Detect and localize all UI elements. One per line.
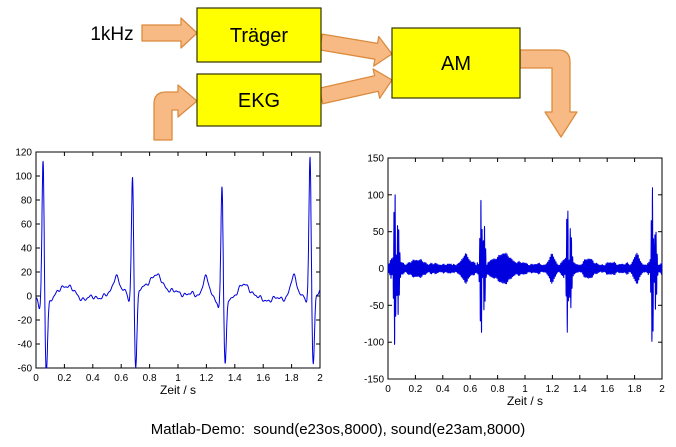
- y-tick-label: 50: [373, 227, 385, 238]
- x-tick-label: 0.4: [86, 373, 100, 384]
- y-tick-label: 80: [21, 196, 33, 207]
- ekg-block: [196, 73, 322, 127]
- ekg-label: EKG: [238, 90, 280, 112]
- y-tick-label: 40: [21, 244, 33, 255]
- input-frequency-label: 1kHz: [90, 24, 133, 45]
- x-tick-label: 1.2: [199, 373, 213, 384]
- ekg-chart: 0 0.2 0.4 0.6 0.8 1 1.2 1.4 1.6 1.8 2 -60 -40 -20 0 20 4…: [6, 146, 328, 404]
- axes-box: [35, 151, 321, 369]
- y-tick-label: -50: [370, 301, 385, 312]
- x-tick-label: 1.8: [285, 373, 299, 384]
- arrow-into-ekg: [153, 84, 198, 141]
- arrow-1khz-to-traeger: [141, 17, 198, 49]
- x-tick-label: 1.4: [228, 373, 242, 384]
- y-tick-label: -20: [18, 316, 33, 327]
- x-tick-label: 1: [175, 373, 181, 384]
- arrow-ekg-to-am: [318, 68, 393, 105]
- diagram-arrows: [141, 17, 578, 141]
- x-tick-label: 0.6: [463, 384, 477, 395]
- y-tick-label: 0: [378, 264, 384, 275]
- y-tick-label: 100: [15, 172, 32, 183]
- x-tick-label: 0.8: [143, 373, 157, 384]
- ekg-signal-line: [35, 156, 321, 369]
- x-axis-label: Zeit / s: [507, 394, 543, 408]
- y-tick-label: 120: [15, 148, 32, 159]
- x-tick-label: 0.8: [491, 384, 505, 395]
- y-tick-label: -40: [18, 340, 33, 351]
- caption: Matlab-Demo: sound(e23os,8000), sound(e2…: [150, 421, 526, 438]
- x-tick-label: 0.4: [436, 384, 450, 395]
- am-block: [391, 27, 521, 99]
- block-diagram: 1kHz Träger EKG AM: [90, 7, 578, 141]
- x-tick-label: 1.8: [628, 384, 642, 395]
- x-tick-label: 2: [317, 373, 323, 384]
- y-tick-label: 100: [367, 190, 384, 201]
- x-tick-label: 1.6: [256, 373, 270, 384]
- y-tick-label: -150: [364, 375, 384, 386]
- x-tick-label: 1.4: [573, 384, 587, 395]
- x-tick-label: 1: [522, 384, 528, 395]
- traeger-label: Träger: [230, 25, 289, 47]
- x-tick-label: 1.2: [545, 384, 559, 395]
- x-tick-label: 0.2: [57, 373, 71, 384]
- x-tick-label: 0.2: [408, 384, 422, 395]
- am-signal-line: [387, 187, 663, 345]
- arrow-traeger-to-am: [319, 33, 393, 67]
- y-tick-label: 0: [26, 292, 32, 303]
- traeger-block: [196, 7, 322, 63]
- x-tick-label: 0.6: [114, 373, 128, 384]
- y-tick-label: 150: [367, 154, 384, 165]
- am-plot: 0 0.2 0.4 0.6 0.8 1 1.2 1.4 1.6 1.8 2 -150 -100 -50 0 5…: [364, 154, 665, 409]
- x-tick-label: 1.6: [600, 384, 614, 395]
- am-label: AM: [441, 53, 471, 75]
- x-tick-label: 2: [659, 384, 665, 395]
- y-tick-label: 20: [21, 268, 33, 279]
- y-tick-label: -100: [364, 338, 384, 349]
- y-tick-label: 60: [21, 220, 33, 231]
- ekg-plot: 0 0.2 0.4 0.6 0.8 1 1.2 1.4 1.6 1.8 2 -60 -40 -20 0 20 4…: [15, 148, 323, 398]
- x-tick-label: 0: [33, 373, 39, 384]
- x-axis-label: Zeit / s: [160, 383, 196, 397]
- arrow-am-output: [519, 49, 578, 138]
- x-tick-label: 0: [385, 384, 391, 395]
- am-chart: 0 0.2 0.4 0.6 0.8 1 1.2 1.4 1.6 1.8 2 -150 -100 -50 0 5…: [352, 150, 670, 409]
- y-tick-label: -60: [18, 364, 33, 375]
